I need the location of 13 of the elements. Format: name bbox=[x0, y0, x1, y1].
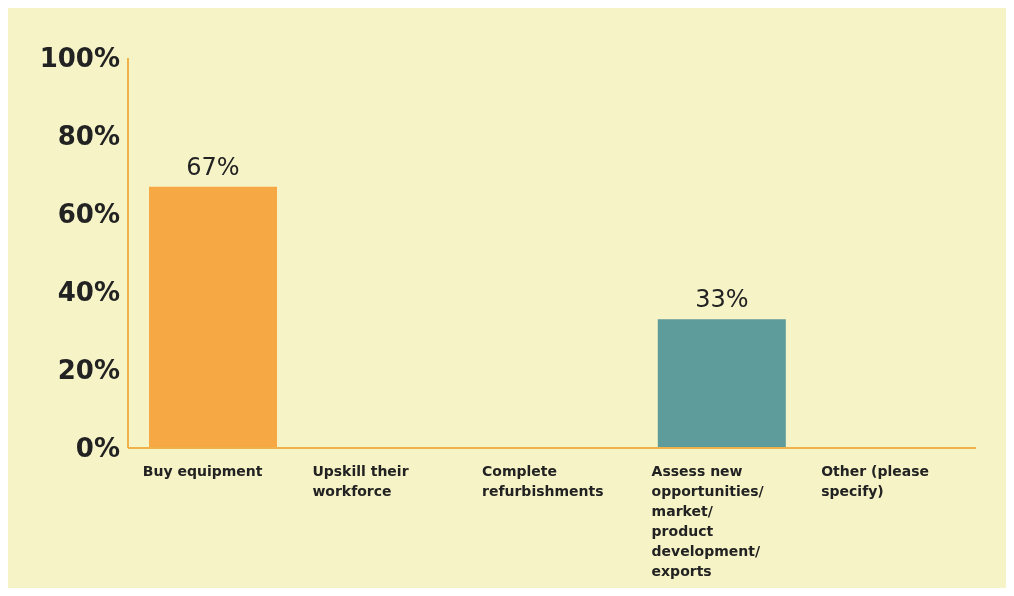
y-tick-label: 40% bbox=[57, 277, 120, 308]
y-tick-label: 0% bbox=[75, 433, 120, 464]
y-tick-label: 20% bbox=[57, 355, 120, 386]
x-tick-label: Other (please specify) bbox=[821, 463, 930, 499]
y-tick-label: 100% bbox=[39, 43, 120, 74]
data-label: 33% bbox=[695, 285, 749, 314]
x-tick-label: Buy equipment bbox=[142, 463, 263, 479]
x-tick-label: Assess new opportunities/ market/ product development/ exports bbox=[651, 463, 765, 579]
x-tick-label: Complete refurbishments bbox=[482, 463, 604, 499]
x-tick-label: Upskill their workforce bbox=[312, 463, 409, 499]
data-label: 67% bbox=[186, 152, 240, 181]
y-tick-label: 60% bbox=[57, 199, 120, 230]
y-tick-label: 80% bbox=[57, 121, 120, 152]
